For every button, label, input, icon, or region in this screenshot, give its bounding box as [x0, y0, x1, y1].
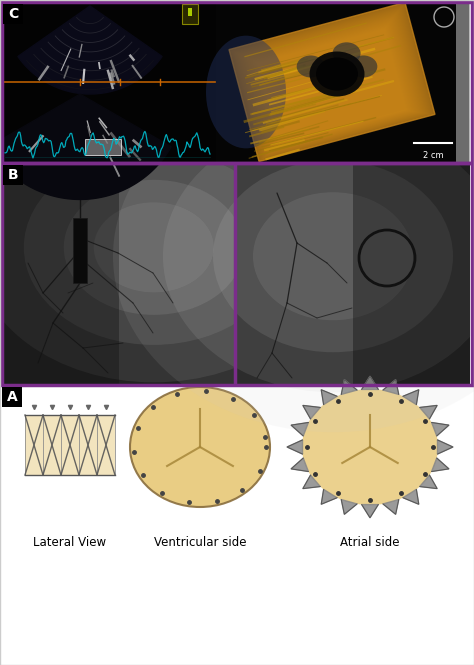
FancyBboxPatch shape — [84, 140, 120, 156]
Polygon shape — [383, 380, 399, 394]
Polygon shape — [247, 20, 417, 150]
Polygon shape — [254, 25, 410, 146]
Polygon shape — [321, 390, 337, 404]
Polygon shape — [341, 499, 357, 514]
Ellipse shape — [253, 192, 413, 321]
Polygon shape — [420, 406, 437, 419]
Polygon shape — [248, 21, 415, 150]
Polygon shape — [239, 12, 425, 155]
Bar — [2, 387, 22, 407]
Polygon shape — [383, 499, 399, 514]
Ellipse shape — [333, 43, 361, 65]
Bar — [354, 163, 470, 385]
Ellipse shape — [24, 150, 284, 345]
Polygon shape — [291, 458, 309, 471]
Polygon shape — [303, 475, 320, 489]
Polygon shape — [229, 3, 435, 162]
Text: A: A — [7, 390, 18, 404]
Polygon shape — [237, 10, 427, 156]
Polygon shape — [321, 489, 337, 504]
Bar — [182, 4, 198, 24]
Ellipse shape — [302, 389, 438, 505]
Bar — [456, 3, 470, 162]
Polygon shape — [238, 11, 426, 156]
Text: 2 cm: 2 cm — [423, 151, 443, 160]
Polygon shape — [233, 6, 431, 159]
Polygon shape — [255, 27, 409, 146]
Ellipse shape — [163, 120, 474, 392]
Polygon shape — [250, 22, 414, 149]
Bar — [3, 2, 217, 163]
Bar — [2, 163, 472, 385]
Polygon shape — [256, 27, 408, 145]
Ellipse shape — [64, 180, 244, 315]
Polygon shape — [291, 422, 309, 436]
Polygon shape — [229, 3, 435, 162]
Polygon shape — [420, 475, 437, 489]
Polygon shape — [259, 31, 405, 144]
Polygon shape — [246, 18, 419, 152]
Polygon shape — [242, 15, 421, 154]
Polygon shape — [432, 422, 449, 436]
Text: Atrial side: Atrial side — [340, 537, 400, 549]
Polygon shape — [240, 13, 424, 155]
Polygon shape — [258, 29, 406, 144]
Polygon shape — [403, 390, 419, 404]
Polygon shape — [432, 458, 449, 471]
Polygon shape — [341, 380, 357, 394]
Bar — [0, 385, 474, 555]
Ellipse shape — [113, 80, 474, 432]
Polygon shape — [362, 505, 378, 518]
Bar — [237, 163, 470, 385]
Ellipse shape — [310, 51, 365, 96]
Bar — [216, 2, 469, 163]
Polygon shape — [236, 9, 428, 157]
Ellipse shape — [130, 387, 270, 507]
Polygon shape — [234, 7, 430, 158]
Ellipse shape — [297, 55, 325, 78]
Polygon shape — [252, 24, 412, 148]
Polygon shape — [244, 16, 420, 153]
Polygon shape — [0, 94, 171, 200]
Polygon shape — [232, 5, 432, 160]
Ellipse shape — [316, 57, 358, 90]
Polygon shape — [251, 23, 413, 148]
Polygon shape — [257, 29, 407, 144]
Polygon shape — [253, 25, 411, 147]
Polygon shape — [287, 440, 302, 454]
Polygon shape — [231, 5, 433, 160]
Bar — [25, 415, 115, 475]
Bar — [3, 4, 23, 24]
Text: Ventricular side: Ventricular side — [154, 537, 246, 549]
Polygon shape — [362, 376, 378, 390]
Polygon shape — [438, 440, 453, 454]
Polygon shape — [230, 3, 434, 161]
Bar — [188, 8, 192, 16]
Polygon shape — [235, 8, 429, 158]
Ellipse shape — [94, 202, 214, 293]
Polygon shape — [241, 14, 423, 154]
Text: Lateral View: Lateral View — [34, 537, 107, 549]
Bar — [73, 218, 87, 283]
Polygon shape — [246, 19, 418, 151]
Bar — [3, 163, 235, 385]
Ellipse shape — [349, 55, 377, 78]
Polygon shape — [303, 406, 320, 419]
Text: C: C — [8, 7, 18, 21]
Bar — [3, 165, 23, 185]
Ellipse shape — [213, 160, 453, 352]
Polygon shape — [18, 6, 162, 94]
Polygon shape — [245, 17, 419, 152]
Ellipse shape — [0, 112, 334, 382]
Polygon shape — [403, 489, 419, 504]
Ellipse shape — [206, 36, 286, 148]
Bar — [2, 2, 472, 163]
Text: B: B — [8, 168, 18, 182]
Bar — [3, 163, 119, 385]
